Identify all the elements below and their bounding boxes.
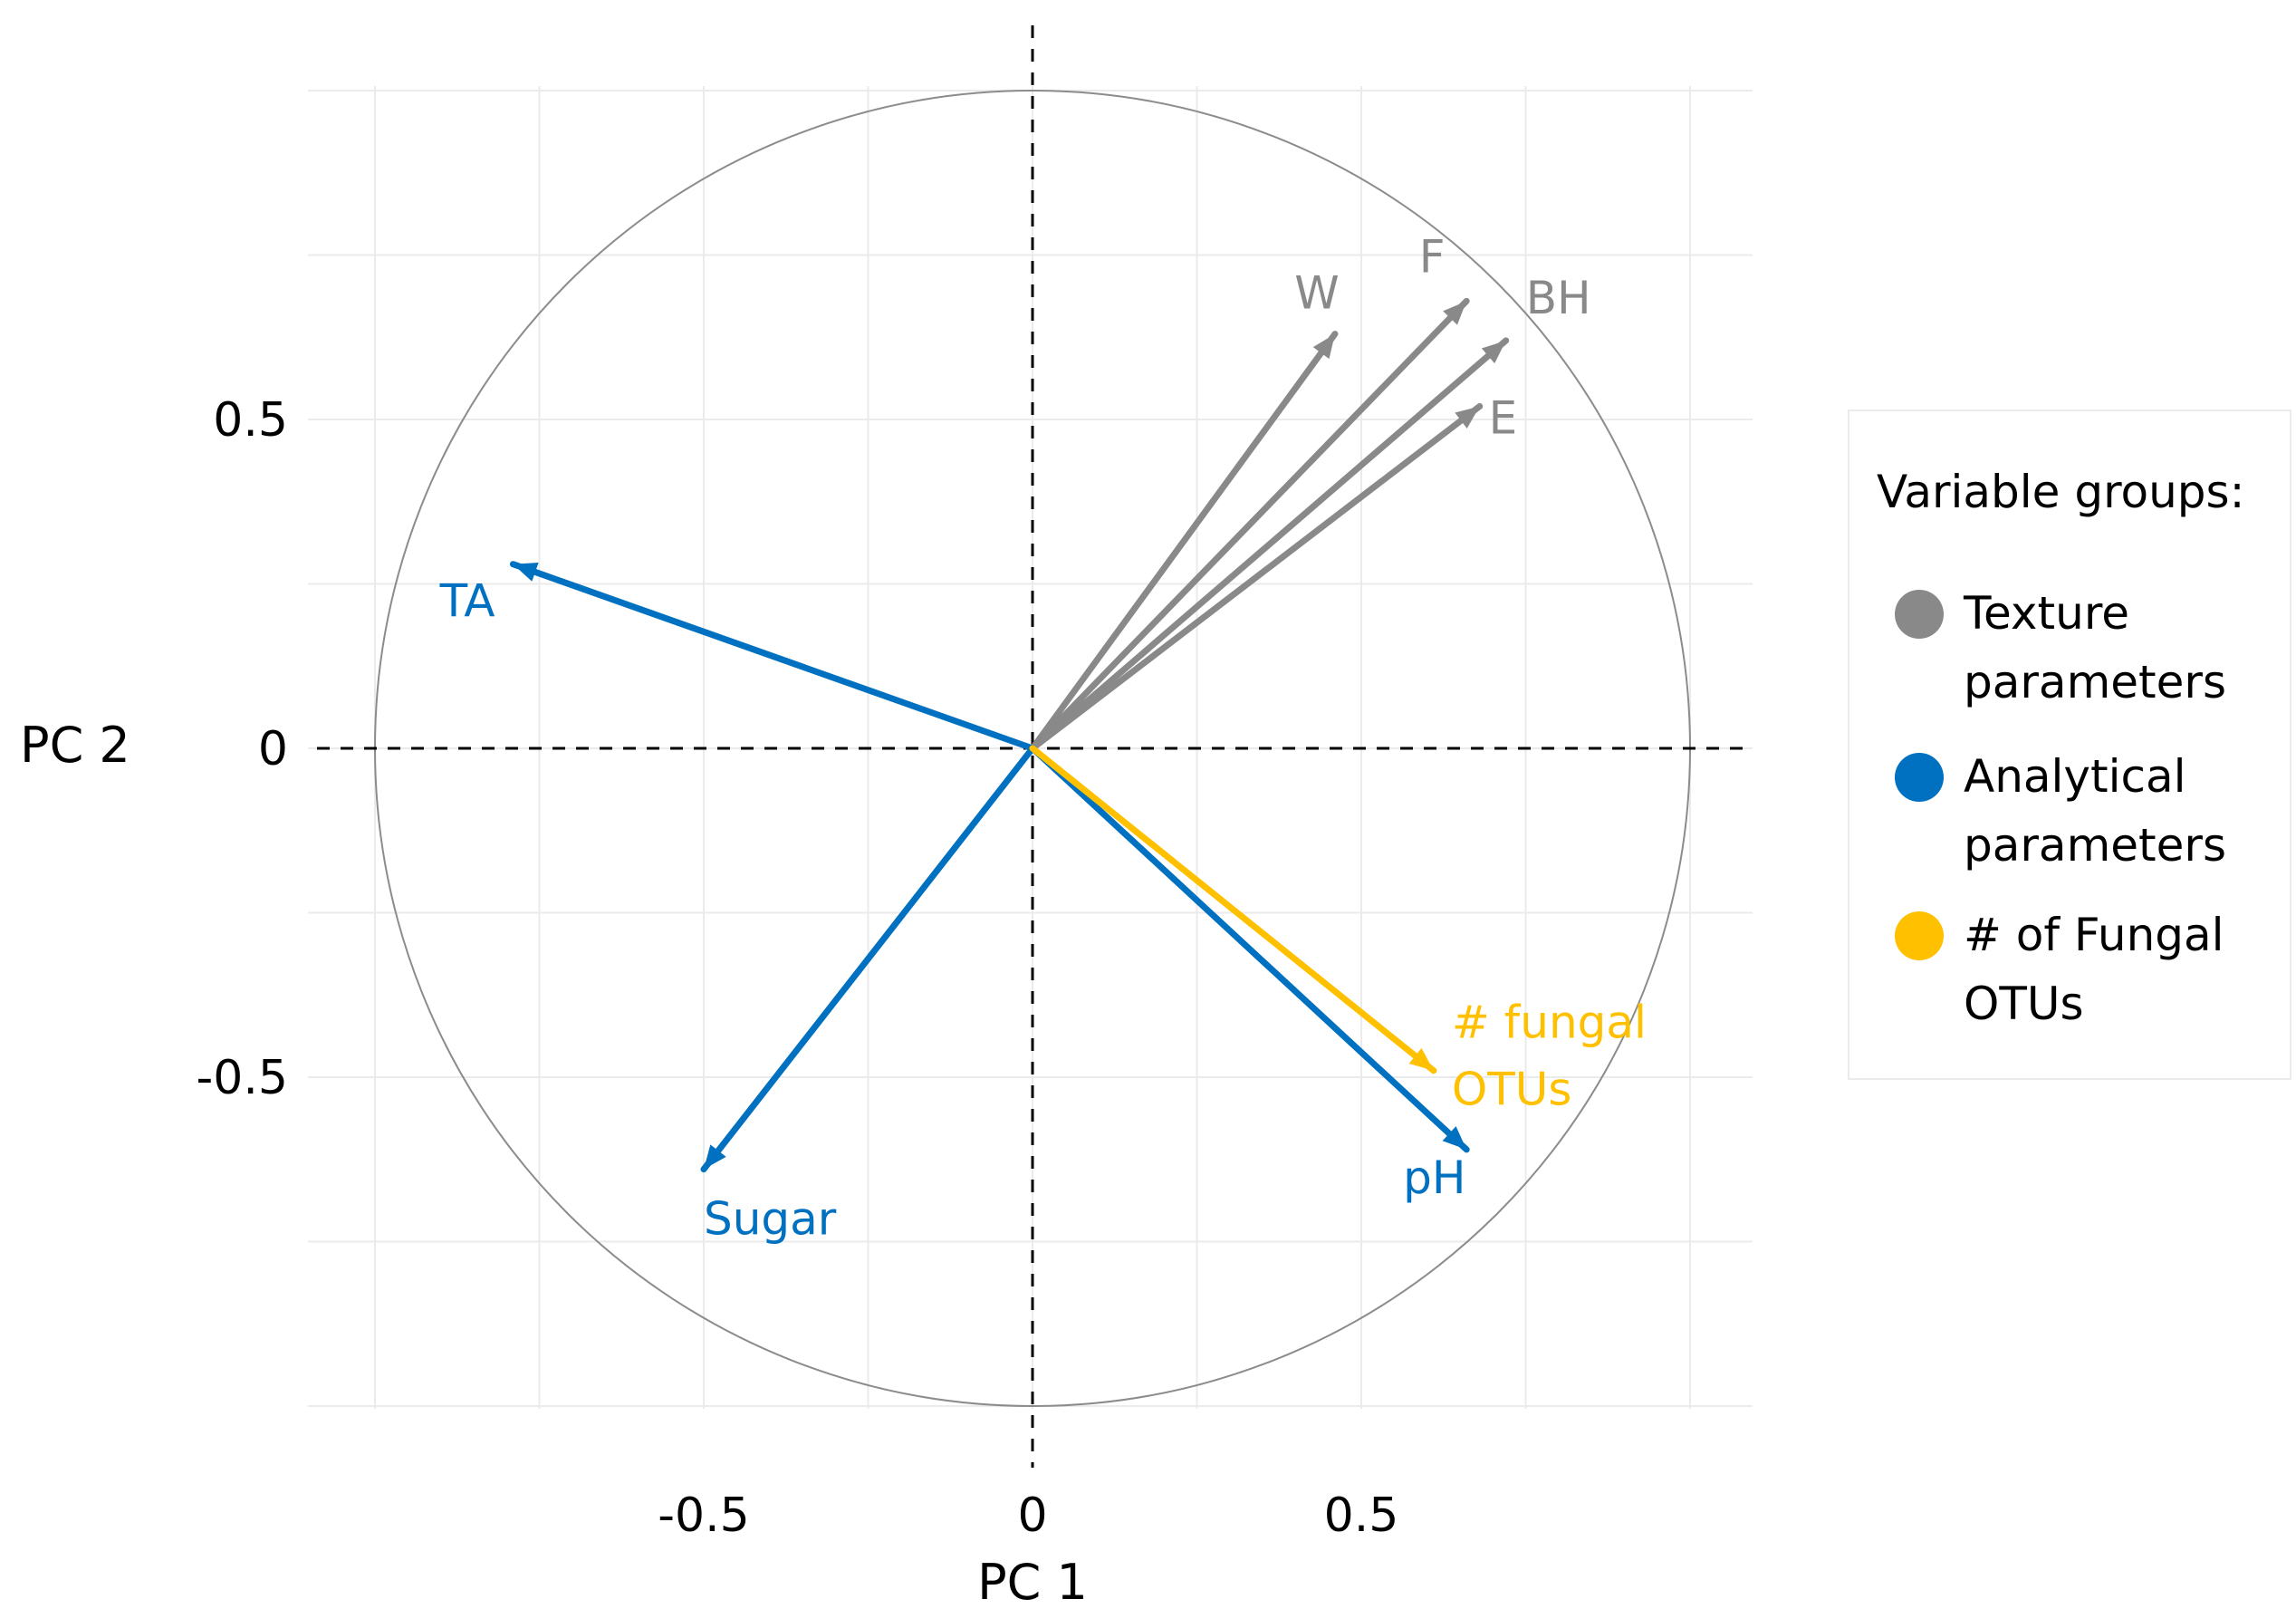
arrowhead	[1312, 333, 1335, 360]
variable-label: F	[1419, 230, 1446, 283]
y-axis-title: PC 2	[20, 717, 130, 774]
y-tick-label: -0.5	[197, 1051, 288, 1105]
arrowhead	[1442, 1126, 1467, 1150]
arrowhead	[1443, 301, 1467, 325]
legend: Variable groups: Texture parameters Anal…	[1848, 409, 2291, 1080]
legend-key-icon	[1895, 753, 1944, 802]
legend-label: Texture parameters	[1964, 587, 2227, 708]
variable-label: Sugar	[704, 1193, 837, 1246]
tick-labels: -0.5 0 0.5 0.5 0 -0.5	[197, 393, 1399, 1543]
x-tick-label: 0.5	[1324, 1489, 1399, 1543]
arrowhead	[513, 563, 539, 582]
arrowhead	[1481, 340, 1506, 364]
variable-label: W	[1294, 267, 1339, 320]
loading-arrow	[1029, 745, 1470, 1153]
variable-label: E	[1489, 391, 1518, 444]
loading-arrow	[1029, 297, 1470, 752]
variable-label: pH	[1403, 1151, 1465, 1204]
y-tick-label: 0	[258, 722, 288, 776]
legend-label: Analytical parameters	[1964, 750, 2227, 872]
y-tick-label: 0.5	[213, 393, 288, 448]
legend-title: Variable groups:	[1877, 466, 2245, 518]
loading-arrow	[1029, 331, 1339, 752]
loading-arrow	[1029, 745, 1437, 1074]
legend-key-icon	[1895, 911, 1944, 960]
loading-arrow	[1029, 337, 1510, 752]
x-axis-title: PC 1	[977, 1554, 1088, 1609]
variable-label: BH	[1526, 272, 1591, 324]
legend-key-icon	[1895, 590, 1944, 639]
loading-arrow	[700, 745, 1036, 1173]
loading-arrow	[1029, 402, 1484, 752]
x-tick-label: -0.5	[658, 1489, 749, 1543]
loading-arrow	[509, 561, 1036, 752]
loading-arrows: W F BH E TA Sugar pH # fungal OTUs	[439, 230, 1647, 1245]
legend-label: # of Fungal OTUs	[1964, 909, 2224, 1030]
x-tick-label: 0	[1017, 1489, 1047, 1543]
variable-label: TA	[439, 575, 495, 628]
arrowhead	[1455, 406, 1480, 429]
arrowhead	[1408, 1047, 1434, 1071]
variable-label: # fungal OTUs	[1452, 997, 1647, 1116]
arrowhead	[704, 1144, 726, 1170]
